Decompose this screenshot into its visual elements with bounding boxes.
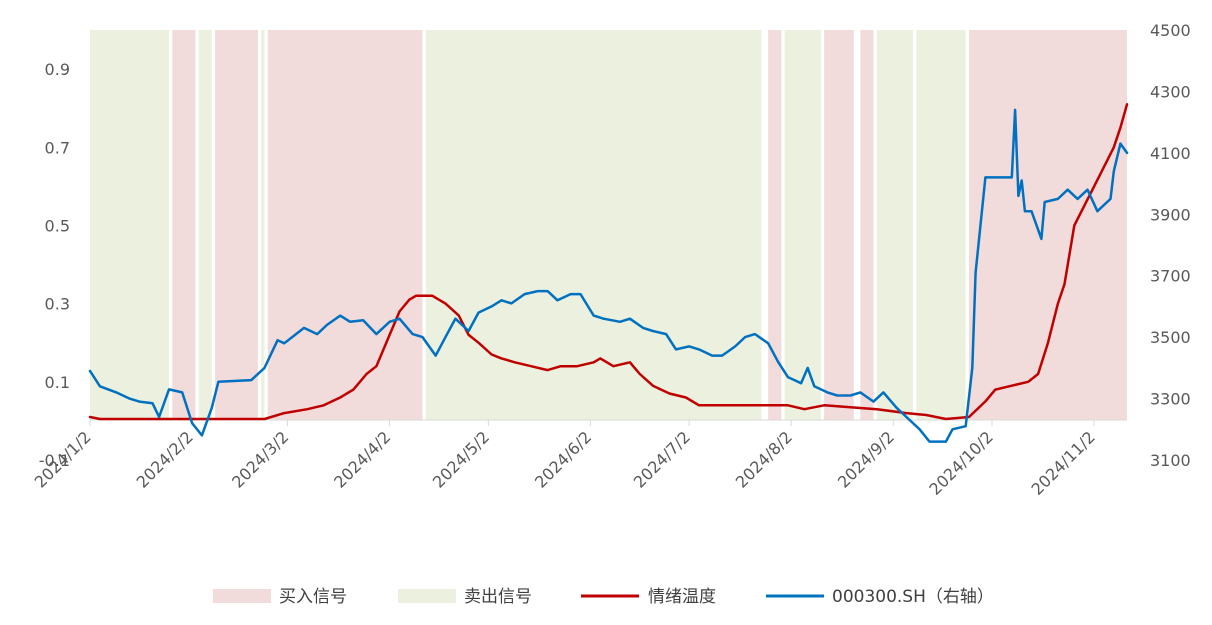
y-right-tick-label: 3500	[1150, 328, 1191, 347]
buy-signal-band-4	[824, 30, 854, 420]
x-tick-label: 2024/6/2	[531, 427, 595, 491]
y-left-tick-label: 0.5	[45, 216, 70, 235]
sell-signal-band-3	[425, 30, 762, 420]
sell-signal-band-0	[90, 30, 170, 420]
y-right-tick-label: 4100	[1150, 144, 1191, 163]
temperature-line	[88, 103, 1129, 421]
series-lines	[88, 103, 1129, 443]
y-left-tick-label: 0.7	[45, 138, 70, 157]
x-tick-label: 2024/10/2	[925, 427, 996, 498]
legend-sell-label: 卖出信号	[464, 587, 532, 607]
sell-signal-band-2	[261, 30, 265, 420]
buy-signal-band-0	[172, 30, 196, 420]
legend: 买入信号 卖出信号 情绪温度 000300.SH（右轴）	[213, 587, 994, 607]
x-tick-label: 2024/8/2	[732, 427, 796, 491]
buy-signal-band-2	[267, 30, 423, 420]
y-left-tick-label: 0.1	[45, 373, 70, 392]
sell-signal-band-6	[916, 30, 966, 420]
y-right-tick-label: 4300	[1150, 82, 1191, 101]
y-right-tick-label: 3100	[1150, 451, 1191, 470]
legend-buy-label: 买入信号	[279, 587, 347, 607]
index-line	[88, 108, 1129, 443]
sell-signal-band-5	[876, 30, 914, 420]
legend-index-label: 000300.SH（右轴）	[832, 587, 994, 607]
y-axis-left: -0.1 0.1 0.3 0.5 0.7 0.9	[39, 60, 70, 470]
y-left-tick-label: 0.9	[45, 60, 70, 79]
y-right-tick-label: 4500	[1150, 21, 1191, 40]
x-tick-label: 2024/3/2	[228, 427, 292, 491]
x-tick-label: 2024/5/2	[429, 427, 493, 491]
signal-bands	[90, 30, 1127, 420]
y-axis-right: 3100 3300 3500 3700 3900 4100 4300 4500	[1150, 21, 1191, 470]
buy-signal-band-1	[215, 30, 258, 420]
legend-sell-swatch	[398, 589, 456, 603]
y-left-tick-label: 0.3	[45, 295, 70, 314]
sell-signal-band-1	[198, 30, 212, 420]
x-axis: 2024/1/2 2024/2/2 2024/3/2 2024/4/2 2024/5/2…	[31, 420, 1099, 499]
buy-signal-band-3	[768, 30, 782, 420]
x-tick-label: 2024/11/2	[1027, 427, 1098, 498]
y-left-tick-label: -0.1	[39, 451, 70, 470]
y-right-tick-label: 3300	[1150, 390, 1191, 409]
x-tick-label: 2024/4/2	[330, 427, 394, 491]
legend-temperature-label: 情绪温度	[648, 587, 716, 607]
y-right-tick-label: 3700	[1150, 267, 1191, 286]
x-tick-label: 2024/2/2	[133, 427, 197, 491]
x-tick-label: 2024/7/2	[630, 427, 694, 491]
buy-signal-band-6	[968, 30, 1127, 420]
y-right-tick-label: 3900	[1150, 205, 1191, 224]
x-tick-label: 2024/9/2	[834, 427, 898, 491]
sell-signal-band-4	[784, 30, 821, 420]
legend-buy-swatch	[213, 589, 271, 603]
buy-signal-band-5	[860, 30, 874, 420]
